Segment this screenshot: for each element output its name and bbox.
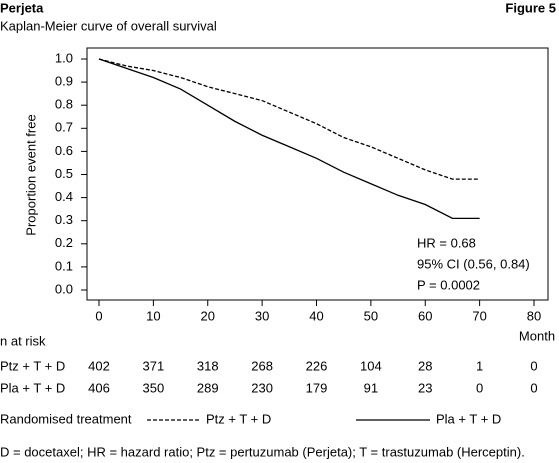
chart-title: Kaplan-Meier curve of overall survival — [0, 18, 217, 33]
legend-label: Pla + T + D — [436, 411, 501, 426]
risk-table-title: n at risk — [0, 333, 46, 348]
x-tick-label: 70 — [472, 308, 486, 323]
annotation: 95% CI (0.56, 0.84) — [417, 256, 530, 271]
risk-count: 0 — [530, 358, 537, 373]
y-tick-label: 0.8 — [55, 97, 73, 112]
risk-row-label: Ptz + T + D — [0, 358, 65, 373]
x-tick-label: 10 — [146, 308, 160, 323]
y-tick-label: 0.5 — [55, 166, 73, 181]
annotation: P = 0.0002 — [417, 277, 480, 292]
survival-curve — [98, 58, 480, 180]
risk-count: 371 — [143, 358, 165, 373]
risk-count: 406 — [88, 380, 110, 395]
risk-count: 28 — [418, 358, 432, 373]
x-axis-label: Month — [519, 328, 555, 343]
annotation: HR = 0.68 — [417, 235, 476, 250]
risk-count: 91 — [364, 380, 378, 395]
x-tick-label: 80 — [527, 308, 541, 323]
risk-count: 230 — [251, 380, 273, 395]
x-tick-label: 20 — [201, 308, 215, 323]
risk-count: 23 — [418, 380, 432, 395]
x-tick-label: 50 — [364, 308, 378, 323]
y-tick-label: 0.9 — [55, 74, 73, 89]
y-tick-label: 0.6 — [55, 143, 73, 158]
risk-count: 1 — [476, 358, 483, 373]
risk-count: 0 — [530, 380, 537, 395]
y-tick-label: 0.4 — [55, 189, 73, 204]
x-tick-label: 30 — [255, 308, 269, 323]
x-tick-label: 60 — [418, 308, 432, 323]
risk-count: 0 — [476, 380, 483, 395]
risk-count: 318 — [197, 358, 219, 373]
y-axis-label: Proportion event free — [23, 114, 38, 235]
risk-count: 268 — [251, 358, 273, 373]
risk-count: 289 — [197, 380, 219, 395]
header: Perjeta — [0, 0, 44, 15]
legend-label: Ptz + T + D — [206, 411, 271, 426]
y-tick-label: 1.0 — [55, 50, 73, 65]
x-tick-label: 40 — [309, 308, 323, 323]
risk-count: 402 — [88, 358, 110, 373]
risk-count: 226 — [306, 358, 328, 373]
figure-label: Figure 5 — [505, 0, 556, 15]
y-tick-label: 0.1 — [55, 258, 73, 273]
y-tick-label: 0.7 — [55, 120, 73, 135]
y-tick-label: 0.2 — [55, 235, 73, 250]
risk-count: 104 — [360, 358, 382, 373]
y-tick-label: 0.3 — [55, 212, 73, 227]
footnote: D = docetaxel; HR = hazard ratio; Ptz = … — [0, 444, 525, 459]
legend-title: Randomised treatment — [0, 411, 132, 426]
risk-count: 179 — [306, 380, 328, 395]
risk-count: 350 — [143, 380, 165, 395]
risk-row-label: Pla + T + D — [0, 380, 65, 395]
x-tick-label: 0 — [95, 308, 102, 323]
y-tick-label: 0.0 — [55, 281, 73, 296]
survival-curve — [98, 58, 480, 220]
